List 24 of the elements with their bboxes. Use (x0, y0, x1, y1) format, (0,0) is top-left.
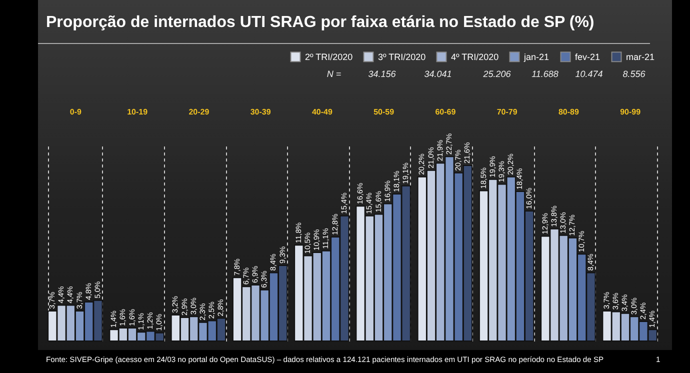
legend-label: 4º TRI/2020 (451, 52, 499, 62)
legend-label: fev-21 (575, 52, 600, 62)
chart-title: Proporção de internados UTI SRAG por faixa etária no Estado de SP (%) (46, 14, 594, 32)
legend-label: mar-21 (626, 52, 655, 62)
text: 10.474 (575, 69, 603, 79)
x-tick-label: 90-99 (620, 108, 642, 116)
x-tick-label: 40-49 (312, 108, 333, 116)
x-tick-label: 50-59 (374, 108, 395, 116)
x-tick-label: 30-39 (250, 108, 272, 116)
text: 8.556 (622, 69, 646, 79)
x-tick-label: 60-69 (435, 108, 456, 116)
x-tick-label: 80-89 (558, 108, 580, 116)
text: 34.041 (424, 69, 452, 79)
text: 11.688 (532, 69, 558, 79)
x-tick-label: 10-19 (127, 108, 148, 116)
x-tick-label: 0-9 (70, 108, 82, 116)
text: N = (326, 69, 342, 79)
x-tick-label: 70-79 (496, 108, 518, 116)
text: 25.206 (483, 69, 511, 79)
legend-label: 2º TRI/2020 (305, 52, 353, 62)
x-tick-label: 20-29 (188, 108, 210, 116)
text: 34.156 (368, 69, 396, 79)
legend-label: 3º TRI/2020 (378, 52, 426, 62)
legend-label: jan-21 (523, 52, 550, 62)
